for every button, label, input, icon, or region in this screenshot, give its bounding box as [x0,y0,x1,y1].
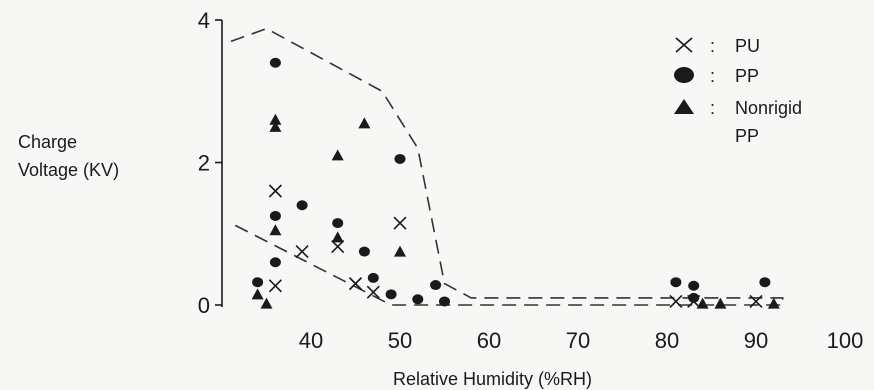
y-ticks: 0 2 4 [198,8,222,318]
legend-sep-nonrigid: : [710,98,715,118]
pp-point [688,280,700,291]
y-axis-label-line-1: Charge [18,132,77,152]
x-tick-label: 80 [655,328,679,353]
nonrigid-pp-point [269,113,282,125]
nonrigid-pp-point [269,120,282,132]
nonrigid-pp-point [251,288,264,300]
legend-triangle-marker-icon [674,99,694,114]
pp-point [759,277,771,288]
pp-point [269,210,281,221]
pu-point [348,277,363,291]
legend-label-nonrigid-pp: PP [735,126,759,146]
pp-point [367,272,379,283]
x-tick-label: 40 [299,328,323,353]
legend-sep-pu: : [710,36,715,56]
x-tick-label: 50 [388,328,412,353]
pu-point [393,216,407,230]
nonrigid-pp-point [696,297,709,309]
legend-x-marker-icon [675,37,693,53]
legend: : PU : PP : Nonrigid PP [674,36,802,146]
legend-circle-marker-icon [674,67,694,83]
x-tick-label: 100 [827,328,864,353]
x-axis-label: Relative Humidity (%RH) [393,369,592,389]
nonrigid-pp-point [269,224,282,236]
pu-point [669,294,683,309]
nonrigid-pp-point [394,245,406,257]
legend-label-pp: PP [735,66,759,86]
x-tick-label: 90 [744,328,768,353]
pp-point [385,289,397,300]
nonrigid-pp-point [358,117,371,129]
pu-point [366,285,380,299]
nonrigid-pp-point [331,149,344,161]
nonrigid-pp-point [714,297,727,309]
pp-point [269,57,281,68]
nonrigid-pp-point [260,297,273,309]
pu-point [749,294,763,309]
legend-label-pu: PU [735,36,760,56]
x-ticks: 40 50 60 70 80 90 100 [299,328,864,353]
pu-point [295,244,309,259]
y-tick-label: 0 [198,293,210,318]
pp-point [269,257,281,268]
y-tick-label: 2 [198,151,210,176]
x-tick-label: 70 [566,328,590,353]
pu-point [268,279,282,293]
legend-label-nonrigid: Nonrigid [735,98,802,118]
pp-point [412,294,424,305]
x-tick-label: 60 [477,328,501,353]
pp-point [670,277,682,288]
nonrigid-pp-point [331,231,344,243]
dashed-boundary [230,27,784,306]
pp-point [252,277,264,288]
pp-point [439,296,450,307]
pp-point [358,246,370,257]
y-axis-label-line-2: Voltage (KV) [18,160,119,180]
pp-point [688,292,700,303]
pp-point [394,153,406,164]
pp-point [296,200,308,211]
pu-point [268,184,282,198]
pu-point [331,240,345,254]
y-tick-label: 4 [198,8,210,33]
data-marks [251,57,780,309]
pp-point [430,280,442,291]
nonrigid-pp-point [767,297,780,309]
pp-point [332,218,344,229]
legend-sep-pp: : [710,66,715,86]
